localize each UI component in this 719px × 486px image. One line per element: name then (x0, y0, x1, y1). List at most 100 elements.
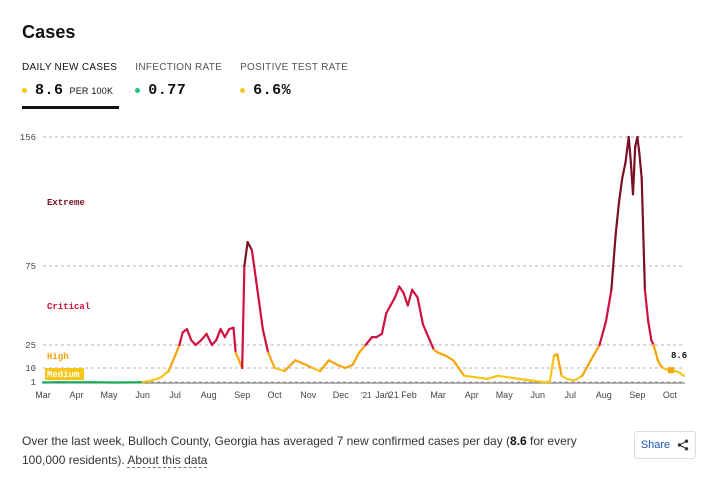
series-line-segment (327, 359, 339, 366)
y-tick-label: 25 (25, 341, 36, 351)
tab-value: 0.77 (148, 82, 187, 99)
status-dot-icon (22, 88, 27, 93)
zone-label: Medium (47, 370, 80, 380)
x-tick-label: Sep (629, 390, 645, 400)
series-line-segment (507, 376, 521, 380)
tab-unit: PER 100K (69, 85, 114, 96)
x-tick-label: Jul (564, 390, 576, 400)
series-line-segment (643, 288, 650, 323)
y-tick-label: 10 (25, 364, 36, 374)
zone-label: High (47, 352, 69, 362)
series-line-segment (647, 320, 653, 342)
tab-value: 8.6 (35, 82, 64, 99)
tab-daily-new-cases[interactable]: DAILY NEW CASES 8.6 PER 100K (22, 62, 120, 109)
series-line-segment (598, 320, 608, 347)
series-line-segment (406, 288, 414, 307)
series-line-segment (518, 377, 532, 382)
series-line-segment (380, 312, 388, 335)
tab-infection-rate[interactable]: INFECTION RATE 0.77 (135, 62, 222, 108)
series-line-segment (421, 323, 430, 339)
summary-prefix: Over the last week, Bulloch County, Geor… (22, 434, 511, 448)
share-label: Share (640, 439, 671, 451)
series-line-segment (336, 363, 347, 370)
series-line-segment (636, 135, 641, 156)
share-icon (677, 439, 689, 451)
series-line-segment (273, 366, 286, 373)
series-line-segment (621, 161, 627, 180)
tab-positive-test-rate[interactable]: POSITIVE TEST RATE 6.6% (240, 62, 348, 108)
series-line-segment (610, 232, 617, 291)
series-line-segment (250, 248, 259, 291)
series-line-segment (427, 336, 435, 351)
series-line-segment (215, 328, 222, 342)
series-line-segment (232, 326, 237, 354)
series-line-segment (614, 201, 621, 236)
x-tick-label: Mar (430, 390, 446, 400)
series-line-segment (640, 177, 647, 291)
last-value-marker (667, 367, 674, 374)
series-line-segment (283, 359, 297, 373)
series-line-segment (678, 371, 686, 377)
series-line-segment (398, 285, 405, 294)
x-tick-label: Sep (234, 390, 250, 400)
series-line-segment (393, 285, 401, 299)
series-line-segment (548, 354, 556, 384)
series-line-segment (416, 296, 425, 326)
series-line-segment (631, 145, 637, 196)
series-line-segment (151, 376, 163, 382)
last-value-label: 8.6 (671, 351, 687, 361)
series-line-segment (402, 291, 409, 307)
series-line-segment (267, 351, 276, 370)
x-tick-label: Oct (268, 390, 283, 400)
metric-tabs: DAILY NEW CASES 8.6 PER 100K INFECTION R… (22, 62, 366, 109)
status-dot-icon (135, 88, 141, 93)
x-tick-label: Dec (333, 390, 350, 400)
series-line-segment (294, 359, 308, 366)
series-line-segment (234, 351, 241, 362)
x-tick-label: Mar (35, 390, 51, 400)
series-line-segment (167, 354, 177, 373)
series-line-segment (565, 377, 576, 382)
series-line-segment (529, 379, 544, 384)
y-tick-label: 156 (20, 133, 36, 143)
x-tick-label: Apr (465, 390, 479, 400)
series-line-segment (261, 328, 270, 354)
series-line-segment (556, 353, 563, 377)
zone-label: Extreme (47, 198, 85, 208)
series-line-segment (654, 351, 660, 362)
summary-highlight: 8.6 (510, 434, 527, 448)
series-line-segment (452, 359, 466, 377)
series-line-segment (159, 370, 170, 379)
series-line-segment (638, 153, 643, 180)
series-line-segment (305, 363, 314, 370)
series-line-segment (411, 288, 419, 299)
series-line-segment (437, 351, 447, 357)
series-line-segment (223, 328, 231, 339)
x-tick-label: '21 (361, 391, 372, 400)
series-line-segment (496, 374, 510, 379)
summary-text: Over the last week, Bulloch County, Geor… (22, 432, 622, 470)
y-tick-label: 1 (31, 378, 36, 388)
series-line-segment (364, 336, 374, 347)
x-tick-label: Oct (663, 390, 678, 400)
series-line-segment (475, 376, 488, 380)
about-data-link[interactable]: About this data (127, 453, 208, 468)
series-line-segment (617, 177, 624, 204)
x-tick-label: Nov (300, 390, 317, 400)
series-line-segment (385, 304, 392, 315)
x-tick-label: Aug (201, 390, 217, 400)
share-button[interactable]: Share (634, 431, 696, 459)
series-line-segment (358, 343, 367, 354)
tab-value: 6.6% (253, 82, 292, 99)
series-line-segment (243, 240, 249, 268)
summary-middle: for every 100,000 residents). (22, 434, 577, 467)
series-line-segment (463, 374, 478, 379)
series-line-segment (581, 359, 592, 377)
series-line-segment (178, 331, 184, 347)
series-line-segment (185, 328, 193, 342)
series-line-segment (589, 343, 601, 362)
series-line-segment (194, 339, 203, 347)
x-tick-label: Aug (596, 390, 612, 400)
series-line-segment (311, 366, 322, 373)
series-line-segment (241, 264, 246, 370)
